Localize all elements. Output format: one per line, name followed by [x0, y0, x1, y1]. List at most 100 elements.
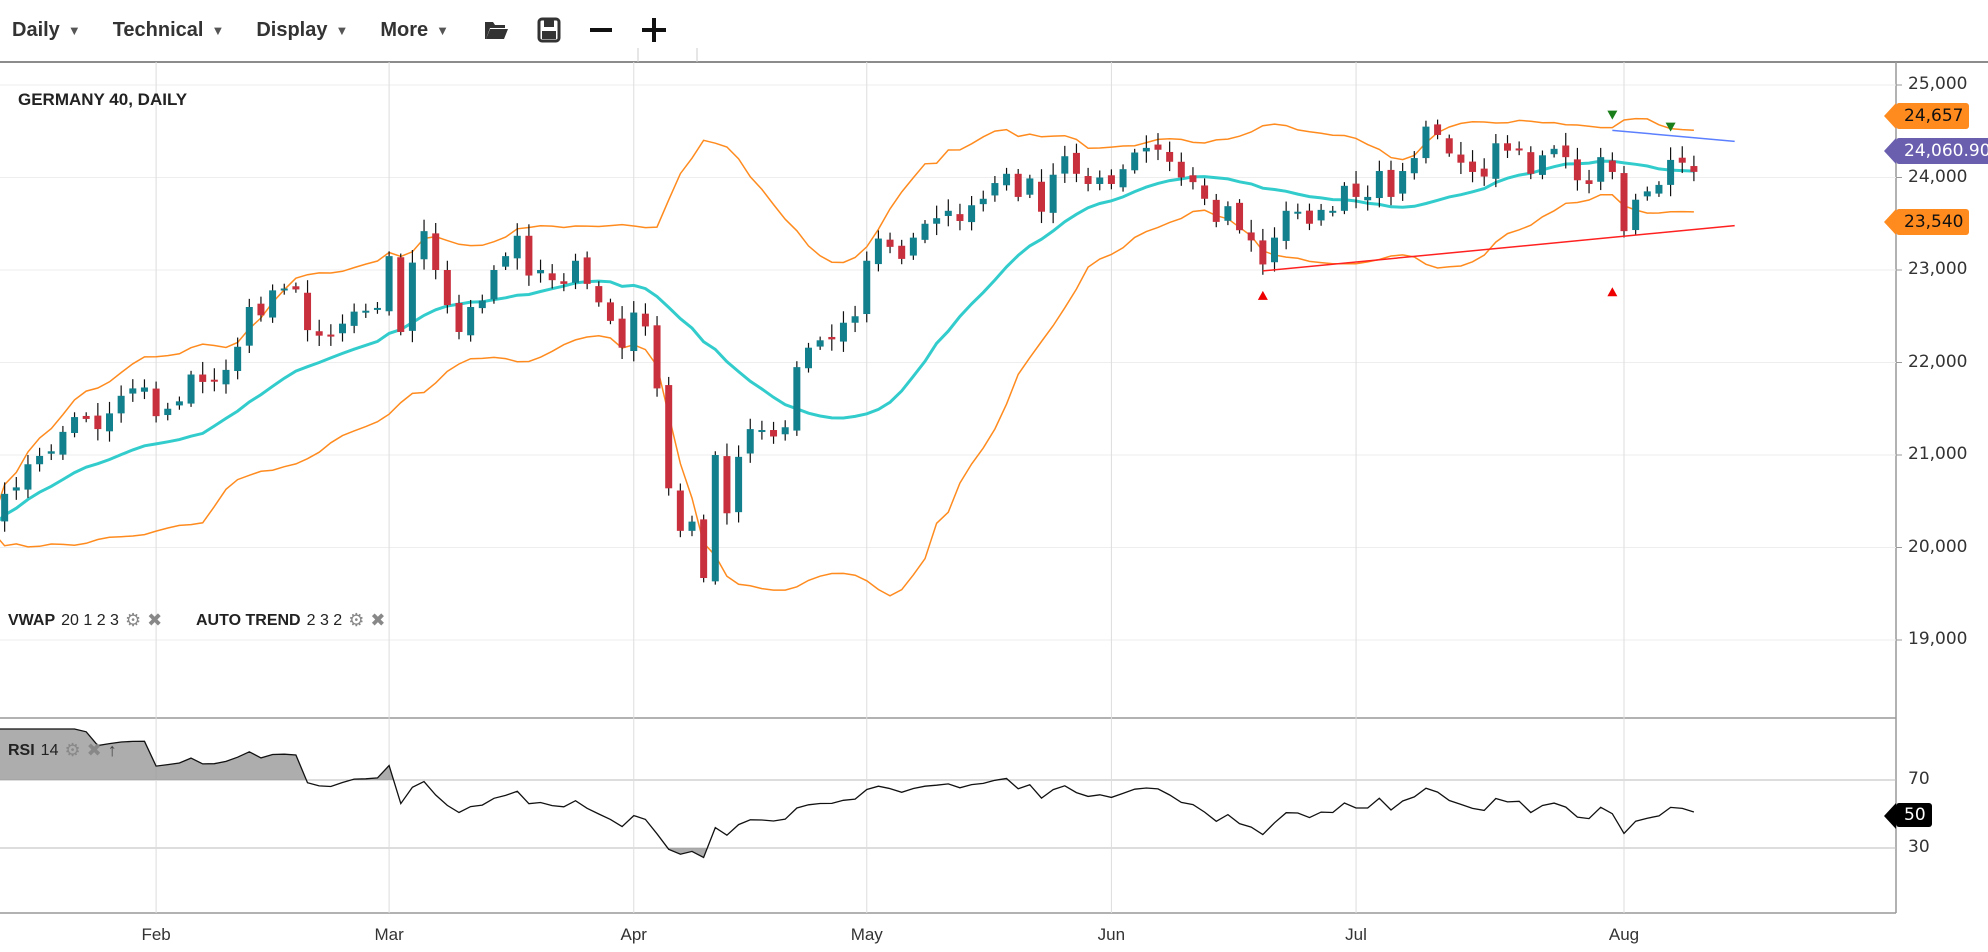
candle-body — [1667, 159, 1675, 185]
chevron-down-icon: ▼ — [67, 22, 81, 38]
candle-body — [1072, 152, 1080, 174]
interval-dropdown[interactable]: Daily ▼ — [12, 19, 81, 42]
candle-body — [606, 302, 614, 321]
candle-body — [1317, 209, 1325, 221]
candle-body — [327, 334, 335, 337]
candle-body — [478, 300, 486, 309]
month-label: Jul — [1345, 925, 1367, 944]
candle-body — [1562, 145, 1570, 158]
candle-body — [1678, 157, 1686, 163]
candle-body — [129, 388, 137, 394]
candle-body — [746, 429, 754, 454]
candle-body — [1177, 161, 1185, 178]
vwap-legend: VWAP 20 1 2 3 ⚙ ✖ — [8, 610, 162, 631]
price-tick-label: 24,000 — [1908, 166, 1968, 187]
candle-body — [443, 270, 451, 306]
more-dropdown[interactable]: More ▼ — [380, 19, 449, 42]
candle-body — [1643, 191, 1651, 197]
candle-body — [1434, 124, 1442, 135]
candle-body — [723, 456, 731, 514]
month-label: Feb — [141, 925, 171, 944]
arrow-up-icon[interactable]: ↑ — [107, 740, 117, 760]
price-tick-label: 20,000 — [1908, 536, 1968, 557]
candle-body — [1655, 184, 1663, 194]
candle-body — [1515, 148, 1523, 151]
candle-body — [1550, 148, 1558, 155]
candle-body — [700, 519, 708, 579]
red-trendline — [1262, 224, 1735, 272]
price-tick-label: 25,000 — [1908, 74, 1968, 94]
folder-open-icon[interactable] — [483, 19, 509, 41]
last-price-tag: 24,060.90 — [1884, 138, 1988, 164]
close-icon[interactable]: ✖ — [147, 610, 163, 630]
gear-icon[interactable]: ⚙ — [124, 610, 142, 630]
candle-body — [175, 401, 183, 406]
triangle-up-marker — [1607, 287, 1618, 297]
save-icon[interactable] — [537, 17, 561, 43]
candle-body — [1620, 173, 1628, 232]
candle-body — [688, 521, 696, 531]
zoom-out-icon[interactable] — [589, 18, 613, 42]
candle-body — [933, 218, 941, 224]
candle-body — [280, 288, 288, 291]
candle-body — [805, 347, 812, 369]
candle-body — [36, 455, 44, 465]
candle-body — [292, 286, 300, 290]
candle-body — [991, 183, 999, 196]
candle-body — [140, 387, 148, 392]
candle-body — [408, 262, 416, 331]
rsi-name: RSI — [8, 741, 35, 759]
candle-body — [1096, 177, 1104, 184]
candle-body — [630, 312, 638, 352]
candle-body — [1597, 157, 1605, 182]
candle-body — [1026, 178, 1034, 195]
candle-body — [82, 415, 90, 419]
close-icon[interactable]: ✖ — [86, 740, 102, 760]
auto-trend-params: 2 3 2 — [306, 611, 343, 629]
auto-trend-legend: AUTO TREND 2 3 2 ⚙ ✖ — [196, 610, 385, 631]
display-dropdown[interactable]: Display ▼ — [256, 19, 348, 42]
month-label: Mar — [374, 925, 404, 944]
candle-body — [222, 369, 230, 385]
triangle-down-marker — [1665, 122, 1676, 132]
candle-body — [816, 340, 824, 347]
candle-body — [1422, 126, 1430, 159]
close-icon[interactable]: ✖ — [370, 610, 386, 630]
candle-body — [257, 303, 265, 316]
auto-trend-name: AUTO TREND — [196, 611, 301, 629]
candle-body — [1049, 174, 1057, 213]
month-label: Aug — [1608, 925, 1640, 944]
gear-icon[interactable]: ⚙ — [64, 740, 81, 760]
candle-body — [1538, 155, 1546, 175]
candle-body — [781, 427, 789, 435]
rsi-tick-label: 70 — [1908, 769, 1930, 789]
rsi-tick-label: 30 — [1908, 837, 1930, 857]
candle-body — [1142, 147, 1150, 152]
candle-body — [269, 290, 277, 318]
candle-body — [1480, 168, 1488, 177]
candle-body — [956, 214, 964, 221]
candle-body — [548, 273, 556, 281]
candle-body — [886, 239, 894, 247]
candle-body — [1282, 210, 1290, 241]
candle-body — [47, 451, 55, 454]
zoom-in-icon[interactable] — [641, 17, 667, 43]
candle-body — [12, 487, 20, 491]
technical-dropdown[interactable]: Technical ▼ — [113, 19, 225, 42]
candle-body — [851, 316, 859, 323]
gear-icon[interactable]: ⚙ — [348, 610, 365, 630]
display-label: Display — [256, 18, 328, 41]
triangle-down-marker — [1607, 110, 1618, 120]
candle-body — [909, 237, 917, 256]
candle-body — [537, 270, 545, 274]
candle-body — [1119, 169, 1127, 188]
candle-body — [770, 430, 778, 437]
candle-body — [839, 322, 847, 342]
candle-body — [583, 257, 591, 284]
rsi-params: 14 — [40, 741, 59, 759]
candle-body — [187, 374, 195, 404]
candle-body — [1585, 180, 1593, 184]
candle-body — [863, 260, 871, 315]
candle-body — [315, 331, 323, 336]
